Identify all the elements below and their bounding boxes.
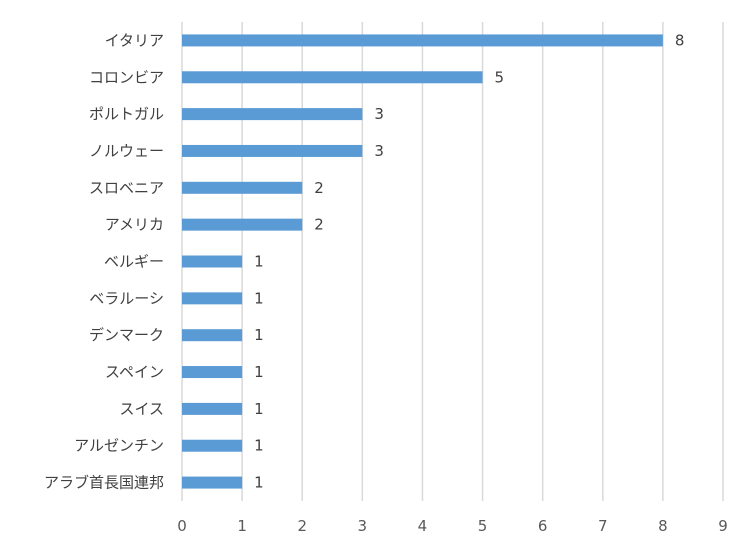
data-label: 1 <box>254 474 264 492</box>
category-label: スイス <box>119 400 164 418</box>
bar <box>182 439 243 452</box>
x-tick-label: 4 <box>418 517 428 535</box>
category-label: スロベニア <box>89 179 164 197</box>
bars <box>182 34 663 489</box>
x-tick-label: 3 <box>358 517 368 535</box>
value-axis-tick-labels: 0 1 2 3 4 5 6 7 8 9 <box>177 517 728 535</box>
bar <box>182 255 243 268</box>
bar <box>182 71 483 84</box>
x-tick-label: 9 <box>718 517 728 535</box>
x-tick-label: 6 <box>538 517 548 535</box>
bar <box>182 34 663 47</box>
data-label: 1 <box>254 289 264 307</box>
category-label: アメリカ <box>105 216 164 234</box>
category-label: ベラルーシ <box>89 289 164 307</box>
data-label: 1 <box>254 363 264 381</box>
category-label: ノルウェー <box>89 142 164 160</box>
category-label: アルゼンチン <box>74 437 164 455</box>
data-label: 1 <box>254 326 264 344</box>
data-label: 2 <box>314 179 324 197</box>
category-label: アラブ首長国連邦 <box>44 474 164 492</box>
x-tick-label: 5 <box>478 517 488 535</box>
category-label: デンマーク <box>89 326 164 344</box>
data-labels: 8 5 3 3 2 2 1 1 1 1 1 1 1 <box>254 31 684 491</box>
x-tick-label: 1 <box>237 517 247 535</box>
data-label: 1 <box>254 253 264 271</box>
category-label: スペイン <box>105 363 164 381</box>
bar <box>182 108 363 121</box>
gridlines <box>181 22 724 501</box>
data-label: 8 <box>675 31 685 49</box>
data-label: 5 <box>495 68 505 86</box>
bar <box>182 218 303 231</box>
x-tick-label: 8 <box>658 517 668 535</box>
bar <box>182 402 243 415</box>
category-label: コロンビア <box>89 68 164 86</box>
data-label: 1 <box>254 400 264 418</box>
data-label: 3 <box>374 105 384 123</box>
bar <box>182 144 363 157</box>
data-label: 3 <box>374 142 384 160</box>
data-label: 1 <box>254 437 264 455</box>
bar <box>182 292 243 305</box>
bar <box>182 181 303 194</box>
bar <box>182 476 243 489</box>
bar <box>182 329 243 342</box>
x-tick-label: 7 <box>598 517 608 535</box>
category-label: ベルギー <box>104 253 164 271</box>
x-tick-label: 0 <box>177 517 187 535</box>
x-tick-label: 2 <box>297 517 307 535</box>
bar <box>182 366 243 379</box>
category-axis-labels: イタリアコロンビアポルトガルノルウェースロベニアアメリカベルギーベラルーシデンマ… <box>44 31 164 491</box>
category-label: イタリア <box>105 31 164 49</box>
data-label: 2 <box>314 216 324 234</box>
category-label: ポルトガル <box>89 105 164 123</box>
